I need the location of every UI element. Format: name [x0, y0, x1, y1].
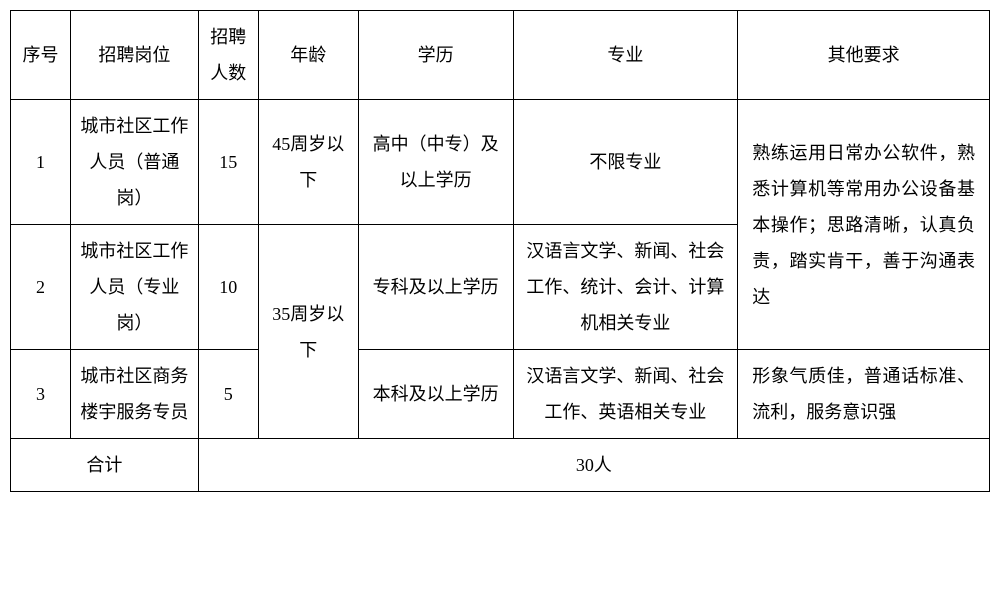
- cell-major: 汉语言文学、新闻、社会工作、英语相关专业: [513, 350, 738, 439]
- cell-seq: 1: [11, 100, 71, 225]
- cell-other: 形象气质佳，普通话标准、流利，服务意识强: [738, 350, 990, 439]
- cell-age: 45周岁以下: [258, 100, 358, 225]
- cell-count: 5: [198, 350, 258, 439]
- cell-position: 城市社区工作人员（专业岗）: [70, 225, 198, 350]
- header-seq: 序号: [11, 11, 71, 100]
- cell-seq: 2: [11, 225, 71, 350]
- header-major: 专业: [513, 11, 738, 100]
- header-count: 招聘人数: [198, 11, 258, 100]
- cell-seq: 3: [11, 350, 71, 439]
- cell-count: 15: [198, 100, 258, 225]
- header-edu: 学历: [358, 11, 513, 100]
- table-footer-row: 合计 30人: [11, 439, 990, 492]
- cell-major: 不限专业: [513, 100, 738, 225]
- cell-count: 10: [198, 225, 258, 350]
- cell-edu: 专科及以上学历: [358, 225, 513, 350]
- cell-major: 汉语言文学、新闻、社会工作、统计、会计、计算机相关专业: [513, 225, 738, 350]
- footer-total: 30人: [198, 439, 989, 492]
- recruitment-table: 序号 招聘岗位 招聘人数 年龄 学历 专业 其他要求 1 城市社区工作人员（普通…: [10, 10, 990, 492]
- header-other: 其他要求: [738, 11, 990, 100]
- cell-other-combined: 熟练运用日常办公软件，熟悉计算机等常用办公设备基本操作；思路清晰，认真负责，踏实…: [738, 100, 990, 350]
- cell-position: 城市社区商务楼宇服务专员: [70, 350, 198, 439]
- table-row: 3 城市社区商务楼宇服务专员 5 本科及以上学历 汉语言文学、新闻、社会工作、英…: [11, 350, 990, 439]
- cell-position: 城市社区工作人员（普通岗）: [70, 100, 198, 225]
- cell-age-combined: 35周岁以下: [258, 225, 358, 439]
- footer-label: 合计: [11, 439, 199, 492]
- header-position: 招聘岗位: [70, 11, 198, 100]
- header-age: 年龄: [258, 11, 358, 100]
- cell-edu: 本科及以上学历: [358, 350, 513, 439]
- table-row: 1 城市社区工作人员（普通岗） 15 45周岁以下 高中（中专）及以上学历 不限…: [11, 100, 990, 225]
- cell-edu: 高中（中专）及以上学历: [358, 100, 513, 225]
- table-header-row: 序号 招聘岗位 招聘人数 年龄 学历 专业 其他要求: [11, 11, 990, 100]
